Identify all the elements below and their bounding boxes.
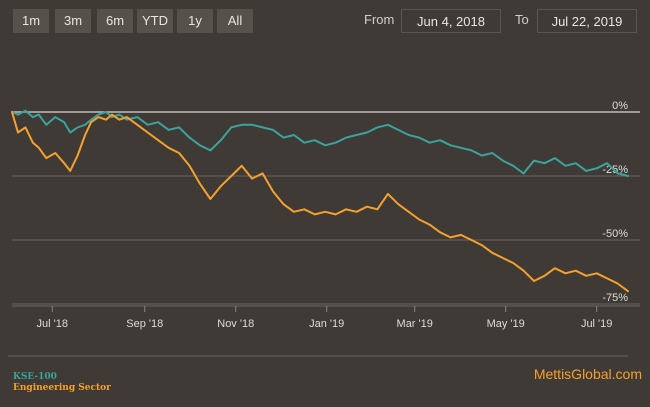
brand-mettisglobal: MettisGlobal.com [533,366,642,382]
y-tick-label: 0% [612,100,628,112]
x-tick-label: May '19 [487,318,525,330]
series-line-kse-100 [11,109,629,177]
from-label: From [364,12,395,27]
range-button-1m[interactable]: 1m [13,9,49,33]
to-date-input[interactable] [537,9,637,33]
range-button-6m[interactable]: 6m [97,9,133,33]
range-button-1y[interactable]: 1y [177,9,213,33]
legend-kse100: KSE-100 [13,372,57,382]
chart-series [11,109,629,293]
x-tick-label: Jan '19 [309,318,344,330]
x-tick-label: Jul '19 [581,318,612,330]
series-line-engineering-sector [11,111,629,293]
legend-engineering-sector: Engineering Sector [13,383,111,393]
x-axis: Jul '18 Sep '18 Nov '18 Jan '19 Mar '19 May '… [12,305,640,330]
y-axis-labels: 0%-25%-50%-75% [602,100,628,304]
range-button-all[interactable]: All [217,9,253,33]
y-tick-label: -50% [602,228,628,240]
x-tick-label: Mar '19 [397,318,433,330]
chart-grid [12,111,640,305]
y-tick-label: -75% [602,292,628,304]
range-button-3m[interactable]: 3m [55,9,91,33]
x-tick-label: Nov '18 [217,318,254,330]
to-label: To [515,12,529,27]
from-date-input[interactable] [401,9,501,33]
x-tick-label: Jul '18 [37,318,68,330]
x-tick-label: Sep '18 [126,318,163,330]
range-button-ytd[interactable]: YTD [137,9,173,33]
